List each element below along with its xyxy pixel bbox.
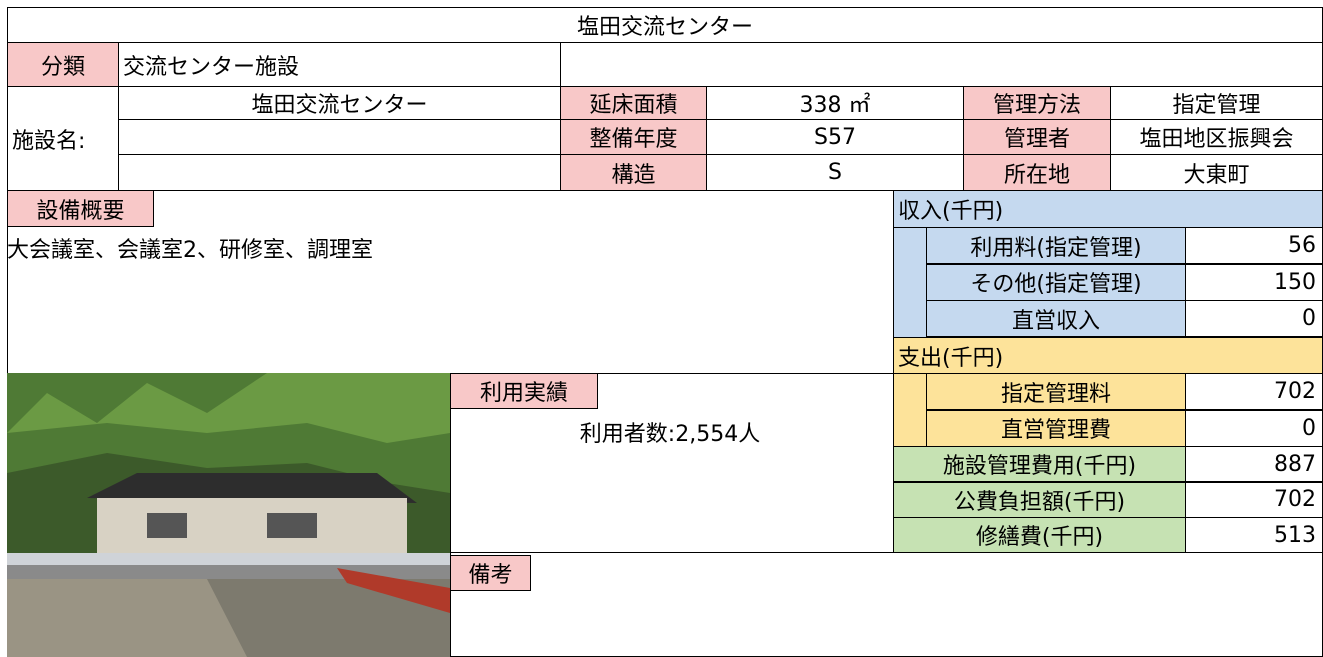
label: 分類 [7,42,119,87]
summary-label: 施設管理費用(千円) [893,446,1186,482]
row-value: 56 [1185,227,1323,264]
label: 整備年度 [560,119,707,155]
label: 管理方法 [963,86,1111,120]
row-label: 指定管理料 [926,373,1186,410]
title: 塩田交流センター [7,7,1323,43]
income-strip [893,227,927,338]
expense-header: 支出(千円) [893,337,1323,374]
value: 指定管理 [1110,86,1323,120]
row-value: 0 [1185,409,1323,447]
empty-cell [560,42,1323,87]
label: 延床面積 [560,86,707,120]
usage-text: 利用者数:2,554人 [579,422,761,447]
summary-value: 702 [1185,481,1323,518]
summary-label: 修繕費(千円) [893,517,1186,553]
facilities-text: 大会議室、会議室2、研修室、調理室 [7,238,373,263]
facility-photo [7,373,450,657]
summary-label: 公費負担額(千円) [893,481,1186,518]
row-value: 150 [1185,263,1323,301]
label: 備考 [450,555,531,591]
label: 利用実績 [450,373,598,409]
label: 管理者 [963,119,1111,155]
label: 所在地 [963,154,1111,191]
value: 塩田交流センター [118,86,561,120]
summary-value: 887 [1185,446,1323,482]
row-label: その他(指定管理) [926,263,1186,301]
value: 交流センター施設 [118,42,561,87]
empty-cell [118,154,561,191]
value: 大東町 [1110,154,1323,191]
expense-strip [893,373,927,447]
label: 構造 [560,154,707,191]
row-label: 直営管理費 [926,409,1186,447]
label: 施設名: [7,86,119,191]
row-value: 702 [1185,373,1323,410]
summary-value: 513 [1185,517,1323,553]
remarks-box [450,552,1323,657]
row-label: 直営収入 [926,300,1186,338]
income-header: 収入(千円) [893,190,1323,228]
value: S57 [706,119,964,155]
label: 設備概要 [7,190,154,227]
empty-cell [118,119,561,155]
row-label: 利用料(指定管理) [926,227,1186,264]
value: S [706,154,964,191]
value: 338 ㎡ [706,86,964,120]
row-value: 0 [1185,300,1323,338]
value: 塩田地区振興会 [1110,119,1323,155]
